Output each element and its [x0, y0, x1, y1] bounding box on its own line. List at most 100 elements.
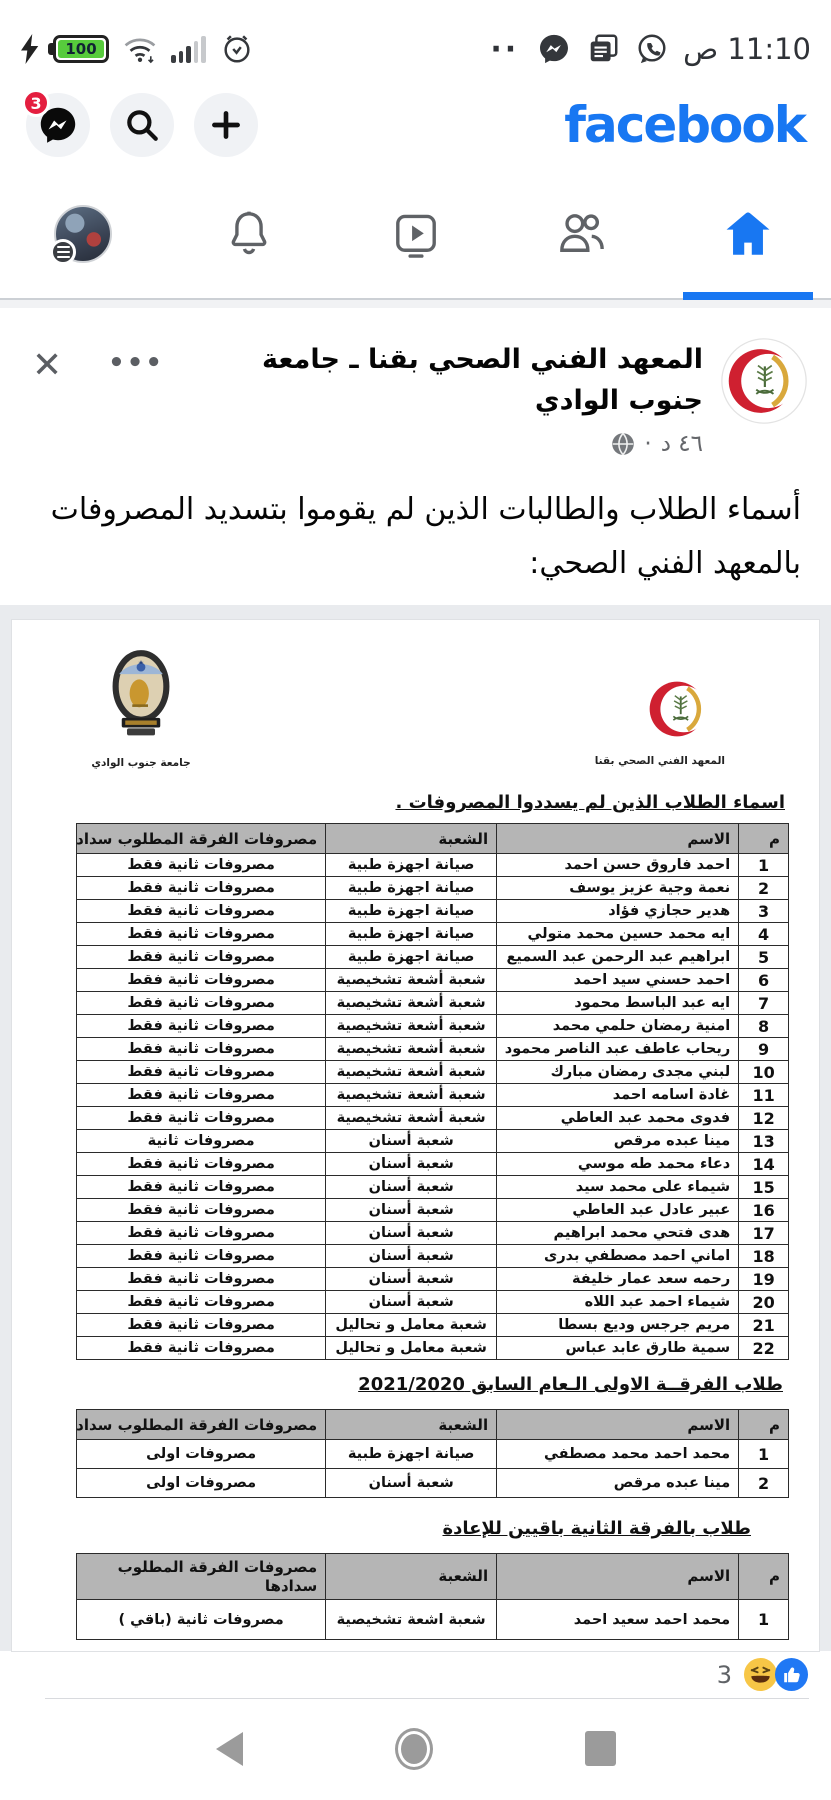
- post-header-text: المعهد الفني الصحي بقنا ـ جامعة جنوب الو…: [182, 338, 703, 457]
- tab-profile[interactable]: [0, 170, 166, 298]
- plus-icon: [212, 111, 240, 139]
- table-row: 2 مينا عبده مرقص شعبة أسنان مصروفات اولى: [75, 1468, 789, 1498]
- wifi-icon: [122, 31, 158, 67]
- battery-percent: 100: [65, 40, 97, 58]
- messenger-button[interactable]: 3: [22, 89, 90, 157]
- table-row: 21 مريم جرجس وديع بسطا شعبة معامل و تحاليل…: [75, 1313, 789, 1337]
- table-row: 19 رحمه سعد عمار خليفة شعبة أسنان مصروفات ث…: [75, 1267, 789, 1291]
- table-row: 6 احمد حسني سيد احمد شعبة أشعة تشخيصية مصرو…: [75, 968, 789, 992]
- table-row: 4 ايه محمد حسين محمد متولي صيانة اجهزة طبي…: [75, 922, 789, 946]
- notification-dots: ··: [490, 31, 520, 67]
- signal-icon: [171, 35, 206, 63]
- table-row: 15 شيماء على محمد سيد شعبة أسنان مصروفات ثا…: [75, 1175, 789, 1199]
- section2-title: طلاب الفرقــة الاولى الـعام السابق 2021/…: [358, 1374, 783, 1395]
- post-body-text: أسماء الطلاب والطالبات الذين لم يقوموا ب…: [50, 492, 801, 581]
- page-avatar[interactable]: [721, 338, 807, 424]
- col-header-dept: الشعبة: [325, 1409, 498, 1440]
- tab-home[interactable]: [665, 170, 831, 300]
- android-navbar: [0, 1699, 831, 1798]
- watch-icon: [395, 214, 436, 258]
- post-actions: ••• ✕: [24, 338, 164, 457]
- meta-separator: ·: [644, 431, 652, 457]
- table-row: 3 هدير حجازي فؤاد صيانة اجهزة طبية مصروفات …: [75, 899, 789, 923]
- first-year-table: م الاسم الشعبة مصروفات الفرقة المطلوب سد…: [75, 1409, 789, 1498]
- document-header: المعهد الفني الصحي بقنا جامعة جنو: [40, 636, 791, 788]
- table-row: 7 ايه عبد الباسط محمود شعبة أشعة تشخيصية مص…: [75, 991, 789, 1015]
- page-name[interactable]: المعهد الفني الصحي بقنا ـ جامعة جنوب الو…: [262, 344, 703, 416]
- tab-notifications[interactable]: [166, 170, 332, 298]
- search-button[interactable]: [110, 93, 174, 157]
- table-header-row: م الاسم الشعبة مصروفات الفرقة المطلوب سد…: [75, 1409, 789, 1440]
- back-icon[interactable]: [215, 1731, 243, 1766]
- scanned-document-page: المعهد الفني الصحي بقنا جامعة جنو: [12, 620, 819, 1651]
- whatsapp-icon: [634, 31, 670, 67]
- col-header-dept: الشعبة: [325, 823, 498, 854]
- friends-icon: [559, 214, 604, 252]
- table-row: 8 امنية رمضان حلمي محمد شعبة أشعة تشخيصية م…: [75, 1014, 789, 1038]
- tab-friends[interactable]: [499, 170, 665, 298]
- messenger-badge: 3: [22, 89, 50, 117]
- post-meta: ٤٦ د ·: [182, 431, 703, 457]
- recents-square-icon[interactable]: [584, 1731, 616, 1766]
- table-header-row: م الاسم الشعبة مصروفات الفرقة المطلوب سد…: [75, 1553, 789, 1600]
- globe-icon: [612, 432, 635, 456]
- bell-icon: [231, 211, 267, 255]
- table-row: 17 هدى فتحي محمد ابراهيم شعبة أسنان مصروفات…: [75, 1221, 789, 1245]
- clock-text: 11:10 ص: [683, 32, 811, 66]
- col-header-num: م: [738, 1553, 789, 1600]
- university-logo-caption: جامعة جنوب الوادي: [91, 757, 191, 769]
- table-row: 1 محمد احمد محمد مصطفي صيانة اجهزة طبية مصر…: [75, 1439, 789, 1469]
- haha-icon: [743, 1657, 778, 1692]
- notes-icon: [585, 31, 621, 67]
- table-row: 18 اماني احمد مصطفي بدرى شعبة أسنان مصروفات…: [75, 1244, 789, 1268]
- document-title: اسماء الطلاب الذين لم يسددوا المصروفات .: [395, 792, 785, 813]
- status-bar: 11:10 ص ·· 100: [0, 0, 831, 80]
- home-circle-icon[interactable]: [394, 1727, 433, 1770]
- facebook-logo: facebook: [564, 96, 807, 154]
- alarm-icon: [219, 31, 255, 67]
- table-row: 1 محمد احمد سعيد احمد شعبة اشعة تشخيصية مصر…: [75, 1599, 789, 1640]
- post-menu-button[interactable]: •••: [108, 348, 165, 378]
- section-divider: [0, 300, 831, 308]
- institute-logo: [649, 681, 708, 737]
- table-row: 14 دعاء محمد طه موسي شعبة أسنان مصروفات ثان…: [75, 1152, 789, 1176]
- table-row: 11 غادة اسامه احمد شعبة أشعة تشخيصية مصروفا…: [75, 1083, 789, 1107]
- status-left-group: 100: [20, 31, 255, 67]
- profile-avatar: [50, 205, 113, 265]
- like-icon: [774, 1657, 809, 1692]
- table-row: 10 لبني مجدى رمضان مبارك شعبة أشعة تشخيصية…: [75, 1060, 789, 1084]
- col-header-fees: مصروفات الفرقة المطلوب سدادها: [75, 1409, 327, 1440]
- battery-icon: 100: [53, 35, 109, 63]
- messenger-icon: [536, 31, 572, 67]
- table-row: 16 عبير عادل عبد العاطي شعبة أسنان مصروفات …: [75, 1198, 789, 1222]
- institute-crescent-logo: [721, 338, 807, 424]
- status-right-group: 11:10 ص ··: [490, 31, 811, 67]
- table-header-row: م الاسم الشعبة مصروفات الفرقة المطلوب سد…: [75, 823, 789, 854]
- col-header-num: م: [738, 823, 789, 854]
- add-post-button[interactable]: [194, 93, 258, 157]
- close-icon[interactable]: ✕: [32, 345, 63, 386]
- bolt-icon: [20, 31, 40, 67]
- table-row: 12 فدوى محمد عبد العاطي شعبة أشعة تشخيصية م…: [75, 1106, 789, 1130]
- reactions-row[interactable]: 3: [0, 1651, 831, 1698]
- unpaid-students-table: م الاسم الشعبة مصروفات الفرقة المطلوب سد…: [75, 823, 789, 1360]
- table-row: 1 احمد فاروق حسن احمد صيانة اجهزة طبية مصرو…: [75, 853, 789, 877]
- facebook-header: facebook 3: [0, 80, 831, 170]
- col-header-fees: مصروفات الفرقة المطلوب سدادها: [75, 823, 327, 854]
- section3-title: طلاب بالفرقة الثانية باقيين للإعادة: [442, 1518, 751, 1539]
- col-header-name: الاسم: [496, 823, 740, 854]
- col-header-fees: مصروفات الفرقة المطلوب سدادها: [75, 1553, 327, 1600]
- table-row: 5 ابراهيم عبد الرحمن عبد السميع صيانة اجهز…: [75, 945, 789, 969]
- post-attachment-image[interactable]: المعهد الفني الصحي بقنا جامعة جنو: [0, 605, 831, 1651]
- col-header-name: الاسم: [496, 1553, 740, 1600]
- reaction-count: 3: [716, 1660, 732, 1689]
- tab-watch[interactable]: [332, 170, 498, 298]
- messenger-icon: [40, 107, 76, 143]
- table-row: 22 سمية طارق عابد عباس شعبة معامل و تحاليل…: [75, 1336, 789, 1360]
- search-icon: [127, 110, 158, 141]
- institute-logo-caption: المعهد الفني الصحي بقنا: [594, 755, 725, 767]
- tab-bar: [0, 170, 831, 300]
- post-divider: [45, 1698, 809, 1699]
- col-header-name: الاسم: [496, 1409, 740, 1440]
